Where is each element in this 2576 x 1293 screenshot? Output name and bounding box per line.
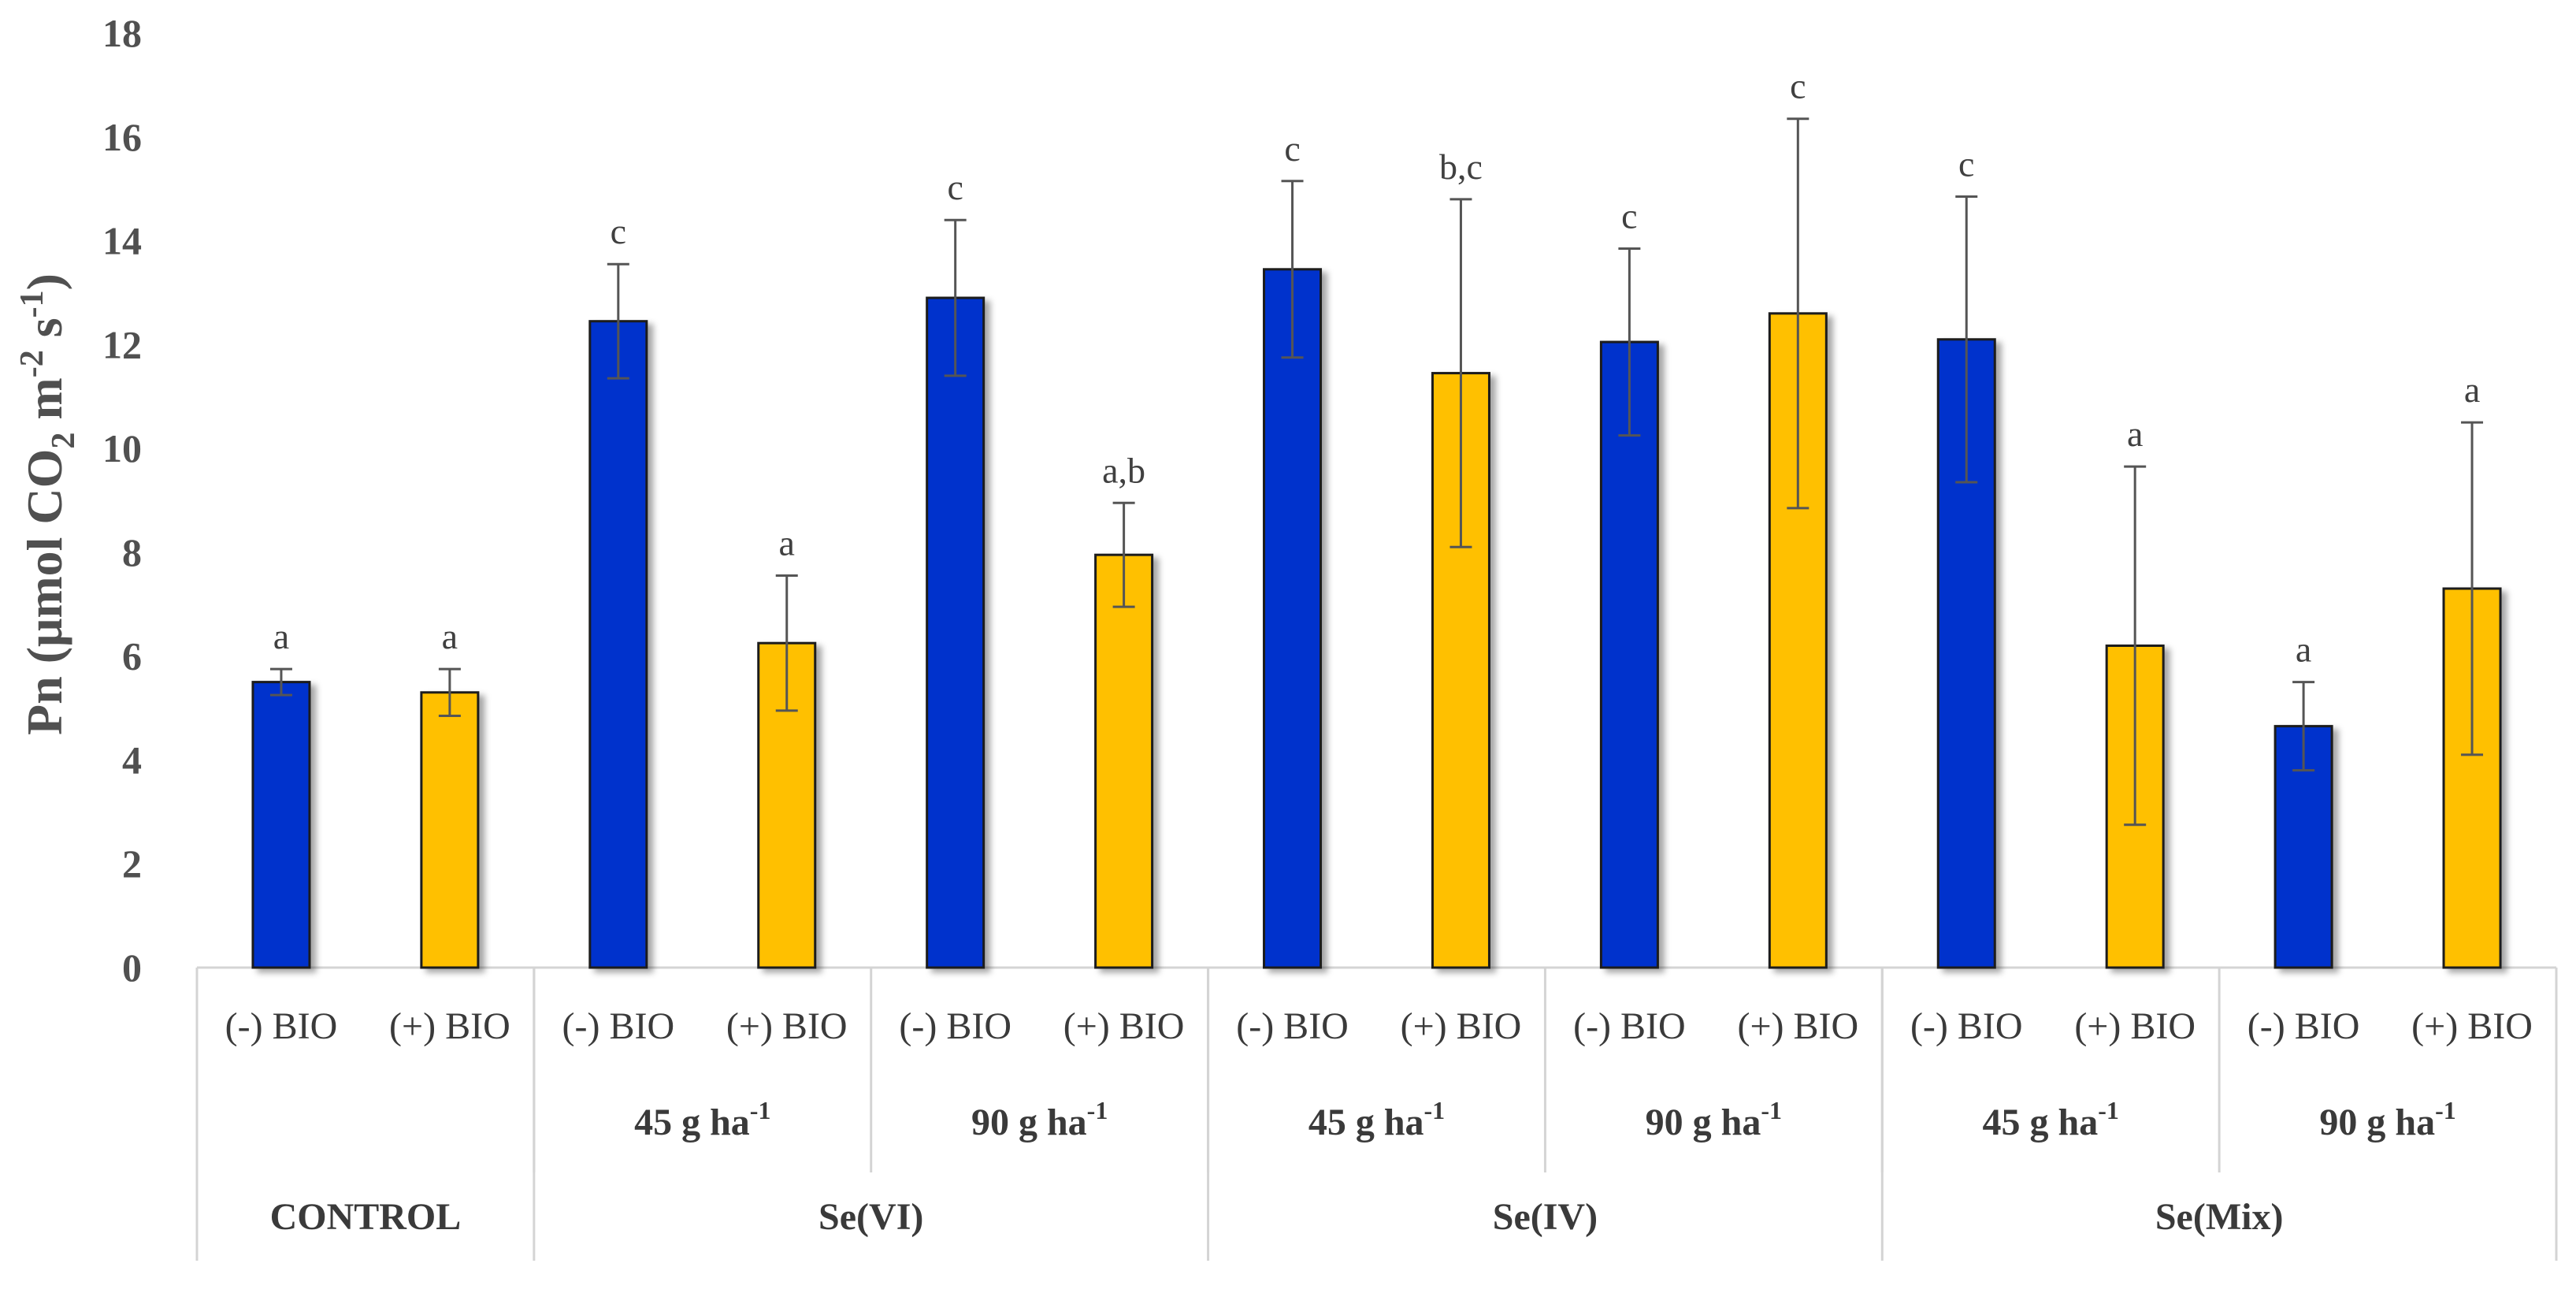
y-tick-label: 8	[122, 530, 142, 574]
y-tick-label: 0	[122, 946, 142, 990]
bio-label: (-) BIO	[2248, 1005, 2360, 1047]
dose-label: 90 g ha-1	[971, 1096, 1108, 1143]
bar	[1263, 268, 1323, 969]
bar	[251, 681, 311, 969]
dose-label: 45 g ha-1	[1308, 1096, 1445, 1143]
bio-label: (-) BIO	[1236, 1005, 1349, 1047]
bio-label: (+) BIO	[1401, 1005, 1522, 1047]
significance-label: a	[2464, 370, 2480, 410]
bar	[588, 320, 648, 969]
significance-label: c	[947, 167, 963, 207]
bio-label: (+) BIO	[2411, 1005, 2533, 1047]
group-label: Se(IV)	[1493, 1196, 1598, 1238]
dose-label: 45 g ha-1	[634, 1096, 770, 1143]
bio-label: (-) BIO	[1910, 1005, 2023, 1047]
bio-label: (+) BIO	[2074, 1005, 2196, 1047]
y-tick-label: 16	[102, 115, 142, 159]
y-tick-label: 6	[122, 634, 142, 678]
significance-label: a	[2296, 630, 2311, 670]
y-axis-title: Pn (μmol CO2 m-2 s-1)	[14, 273, 82, 735]
bio-label: (-) BIO	[562, 1005, 675, 1047]
significance-label: a	[779, 523, 795, 563]
significance-labels: a a c a c a,b c b,c c c c a a a	[273, 66, 2480, 670]
dose-label: 90 g ha-1	[2319, 1096, 2455, 1143]
group-label: Se(VI)	[818, 1196, 923, 1238]
bio-label: (+) BIO	[1737, 1005, 1858, 1047]
significance-label: c	[611, 211, 626, 251]
significance-label: a,b	[1102, 450, 1145, 490]
bars	[251, 268, 2502, 969]
y-tick-label: 4	[122, 738, 142, 782]
y-axis-ticks: 0 2 4 6 8 10 12 14 16 18	[102, 11, 142, 990]
y-tick-label: 2	[122, 842, 142, 886]
bio-label: (-) BIO	[225, 1005, 338, 1047]
bar	[1094, 553, 1154, 969]
category-labels: (-) BIO (+) BIO (-) BIO (+) BIO (-) BIO (+) B…	[225, 1005, 2533, 1238]
significance-label: c	[1621, 195, 1637, 236]
error-bars	[269, 117, 2484, 827]
y-tick-label: 12	[102, 322, 142, 366]
bar	[926, 296, 985, 969]
significance-label: c	[1790, 66, 1806, 106]
y-tick-label: 18	[102, 11, 142, 55]
significance-label: c	[1958, 144, 1974, 184]
significance-label: c	[1284, 128, 1300, 169]
bio-label: (+) BIO	[1063, 1005, 1185, 1047]
significance-label: a	[442, 616, 458, 656]
bio-label: (-) BIO	[899, 1005, 1011, 1047]
group-label: CONTROL	[270, 1196, 462, 1238]
significance-label: b,c	[1439, 147, 1483, 187]
bio-label: (-) BIO	[1573, 1005, 1686, 1047]
dose-label: 90 g ha-1	[1646, 1096, 1782, 1143]
y-tick-label: 10	[102, 426, 142, 470]
dose-label: 45 g ha-1	[1983, 1096, 2119, 1143]
bar	[420, 691, 480, 969]
significance-label: a	[273, 616, 289, 656]
bio-label: (+) BIO	[389, 1005, 510, 1047]
y-tick-label: 14	[102, 219, 142, 263]
bio-label: (+) BIO	[726, 1005, 848, 1047]
significance-label: a	[2127, 414, 2143, 454]
group-label: Se(Mix)	[2155, 1196, 2284, 1238]
